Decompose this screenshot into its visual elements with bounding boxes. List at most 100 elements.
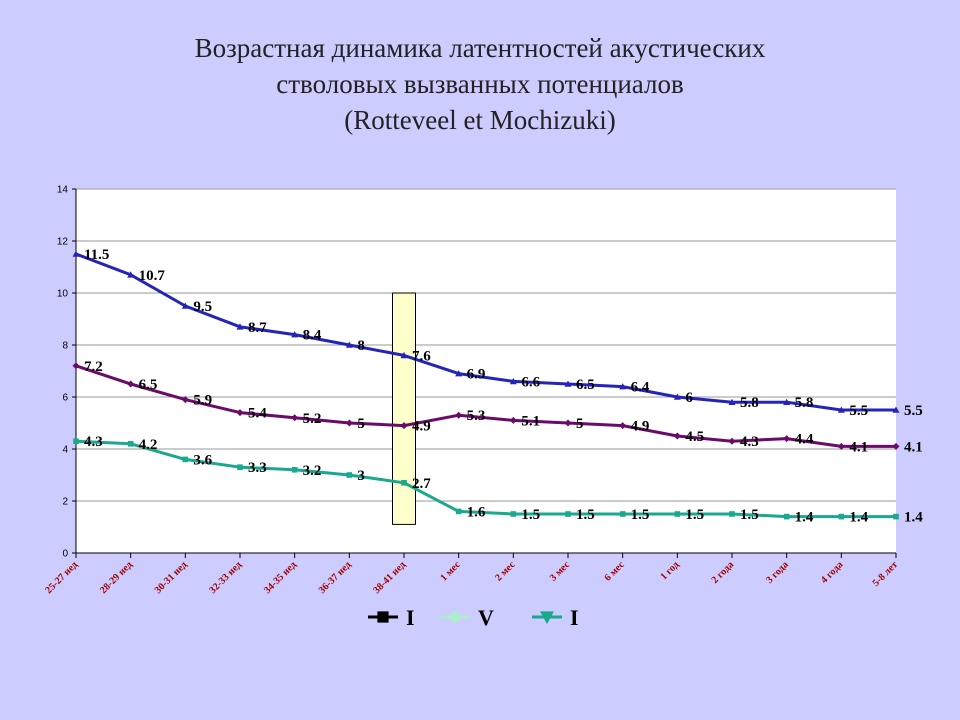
data-label: 10.7 [139,268,166,284]
data-label: 4.9 [631,419,650,435]
data-point [73,438,79,444]
data-label: 5.5 [849,403,868,419]
data-point [673,432,681,440]
data-label: 5.5 [904,403,923,419]
data-point [564,419,572,427]
x-tick-label: 5-8 лет [871,559,901,589]
data-point [674,511,681,517]
data-point [455,411,463,419]
x-tick-label: 4 года [819,559,846,586]
y-tick-label: 12 [57,237,69,248]
data-label: 6.9 [467,367,486,383]
data-label: 1.5 [740,507,759,523]
data-label: 3.2 [303,463,322,479]
data-label: 5.3 [467,408,486,424]
series-line-2 [75,364,896,448]
data-point [728,437,736,445]
data-point [455,508,462,515]
y-tick-label: 14 [57,185,69,196]
data-point [291,467,298,473]
data-point [783,398,791,405]
data-label: 8 [357,338,365,354]
legend-label: I [406,605,415,630]
data-label: 1.5 [631,507,650,523]
chart-title: Возрастная динамика латентностей акустич… [0,30,960,138]
data-point [892,406,900,413]
data-label: 5.1 [521,413,540,429]
data-label: 3 [357,468,365,484]
data-label: 4.5 [685,429,704,445]
data-label: 5.9 [193,393,212,409]
legend-label: I [570,605,579,630]
x-tick-label: 1 мес [439,559,464,584]
data-label: 6.5 [139,377,158,393]
y-tick-label: 4 [62,445,68,456]
data-label: 8.7 [248,320,267,336]
data-point [345,419,353,427]
x-tick-label: 36-37 нед [317,559,354,596]
data-point [291,331,299,338]
data-point [619,511,626,517]
data-label: 1.5 [685,507,704,523]
y-tick-label: 2 [62,497,68,508]
data-label: 6.4 [631,380,650,396]
data-point [619,422,627,430]
data-label: 6.5 [576,377,595,393]
data-label: 4.1 [849,439,868,455]
data-point [182,456,189,463]
legend-marker [540,611,554,624]
data-point [510,511,517,517]
data-point [401,480,407,486]
series-line-1 [75,252,896,412]
chart-title-line-1: Возрастная динамика латентностей акустич… [194,33,766,63]
x-tick-label: 1 год [658,559,681,582]
data-label: 5.8 [795,395,814,411]
y-tick-label: 6 [62,393,68,404]
data-point [837,442,845,450]
data-point [783,435,791,443]
data-point [236,409,244,417]
y-tick-label: 8 [62,341,68,352]
data-label: 7.6 [412,348,431,364]
data-label: 8.4 [303,328,322,344]
series-group [72,250,900,520]
data-label: 1.4 [904,510,923,526]
data-label: 6.6 [521,374,540,390]
data-label: 4.4 [795,432,814,448]
data-label: 1.5 [521,507,540,523]
x-tick-label: 30-31 нед [153,559,190,596]
data-point [838,513,845,520]
legend-label: V [478,605,494,630]
data-label: 3.6 [193,452,212,468]
data-point [72,362,80,370]
data-labels: 11.5 10.7 9.5 8.7 8.4 8 7.6 6.9 6.6 6.5 6.4 6 5.8 5.8… [84,247,923,526]
data-label: 6 [685,390,693,406]
data-label: 5.2 [303,411,322,427]
data-label: 5.8 [740,395,759,411]
x-tick-label: 32-33 нед [207,559,244,596]
data-label: 5 [357,416,365,432]
data-label: 5.4 [248,406,267,422]
x-tick-label: 2 мес [493,559,518,584]
data-point [345,341,353,348]
highlight-category-box [392,292,416,525]
data-point [72,250,80,257]
data-point [127,380,135,388]
data-label: 1.5 [576,507,595,523]
data-label: 5 [576,416,584,432]
data-point [783,513,790,520]
data-point [400,351,408,359]
plot-area [76,189,896,553]
chart-title-line-3: (Rotteveel et Mochizuki) [344,105,616,135]
x-tick-label: 34-35 нед [262,559,299,596]
data-point [565,511,571,517]
data-point [673,393,681,400]
data-point [509,416,517,424]
data-point [346,472,353,478]
data-label: 2.7 [412,476,431,492]
data-point [619,383,627,390]
legend-marker [448,610,462,624]
data-point [729,511,735,517]
